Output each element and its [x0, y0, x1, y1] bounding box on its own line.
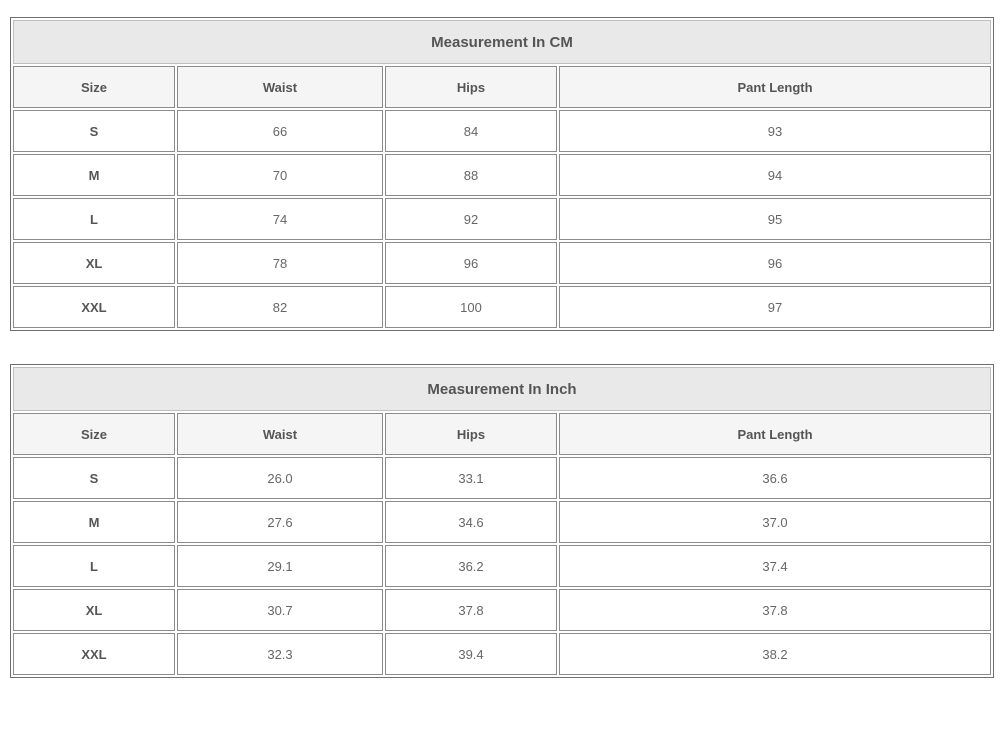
cm-table-body: S 66 84 93 M 70 88 94 L 74 92 95 XL 78 96 96 XXL 82 100 97 [13, 110, 991, 328]
column-header-pant-length: Pant Length [559, 66, 991, 108]
value-cell: 70 [177, 154, 383, 196]
value-cell: 33.1 [385, 457, 557, 499]
value-cell: 29.1 [177, 545, 383, 587]
value-cell: 66 [177, 110, 383, 152]
value-cell: 78 [177, 242, 383, 284]
size-cell: M [13, 154, 175, 196]
value-cell: 74 [177, 198, 383, 240]
column-header-waist: Waist [177, 413, 383, 455]
column-header-hips: Hips [385, 66, 557, 108]
value-cell: 96 [559, 242, 991, 284]
value-cell: 30.7 [177, 589, 383, 631]
table-title-row: Measurement In CM [13, 20, 991, 64]
table-row: XXL 82 100 97 [13, 286, 991, 328]
value-cell: 84 [385, 110, 557, 152]
value-cell: 37.8 [559, 589, 991, 631]
value-cell: 36.2 [385, 545, 557, 587]
column-header-size: Size [13, 66, 175, 108]
size-cell: L [13, 545, 175, 587]
size-cell: L [13, 198, 175, 240]
column-header-hips: Hips [385, 413, 557, 455]
value-cell: 38.2 [559, 633, 991, 675]
table-title: Measurement In Inch [13, 367, 991, 411]
value-cell: 88 [385, 154, 557, 196]
value-cell: 36.6 [559, 457, 991, 499]
table-title: Measurement In CM [13, 20, 991, 64]
table-row: M 70 88 94 [13, 154, 991, 196]
value-cell: 97 [559, 286, 991, 328]
size-cell: M [13, 501, 175, 543]
table-row: S 26.0 33.1 36.6 [13, 457, 991, 499]
size-cell: S [13, 110, 175, 152]
value-cell: 39.4 [385, 633, 557, 675]
table-title-row: Measurement In Inch [13, 367, 991, 411]
value-cell: 37.0 [559, 501, 991, 543]
table-row: L 29.1 36.2 37.4 [13, 545, 991, 587]
column-header-row: Size Waist Hips Pant Length [13, 413, 991, 455]
size-cell: XL [13, 242, 175, 284]
size-cell: XL [13, 589, 175, 631]
size-cell: XXL [13, 633, 175, 675]
column-header-waist: Waist [177, 66, 383, 108]
value-cell: 32.3 [177, 633, 383, 675]
column-header-pant-length: Pant Length [559, 413, 991, 455]
value-cell: 96 [385, 242, 557, 284]
value-cell: 93 [559, 110, 991, 152]
value-cell: 94 [559, 154, 991, 196]
table-row: S 66 84 93 [13, 110, 991, 152]
column-header-size: Size [13, 413, 175, 455]
table-row: L 74 92 95 [13, 198, 991, 240]
table-row: XL 30.7 37.8 37.8 [13, 589, 991, 631]
size-cell: S [13, 457, 175, 499]
size-chart-page: Measurement In CM Size Waist Hips Pant L… [10, 17, 994, 678]
inch-table-body: S 26.0 33.1 36.6 M 27.6 34.6 37.0 L 29.1 36.2 37.4 X… [13, 457, 991, 675]
value-cell: 82 [177, 286, 383, 328]
value-cell: 92 [385, 198, 557, 240]
measurement-inch-table: Measurement In Inch Size Waist Hips Pant… [10, 364, 994, 678]
value-cell: 34.6 [385, 501, 557, 543]
table-row: XXL 32.3 39.4 38.2 [13, 633, 991, 675]
value-cell: 37.8 [385, 589, 557, 631]
measurement-cm-table: Measurement In CM Size Waist Hips Pant L… [10, 17, 994, 331]
value-cell: 27.6 [177, 501, 383, 543]
table-row: XL 78 96 96 [13, 242, 991, 284]
column-header-row: Size Waist Hips Pant Length [13, 66, 991, 108]
value-cell: 100 [385, 286, 557, 328]
value-cell: 26.0 [177, 457, 383, 499]
value-cell: 95 [559, 198, 991, 240]
value-cell: 37.4 [559, 545, 991, 587]
table-row: M 27.6 34.6 37.0 [13, 501, 991, 543]
size-cell: XXL [13, 286, 175, 328]
